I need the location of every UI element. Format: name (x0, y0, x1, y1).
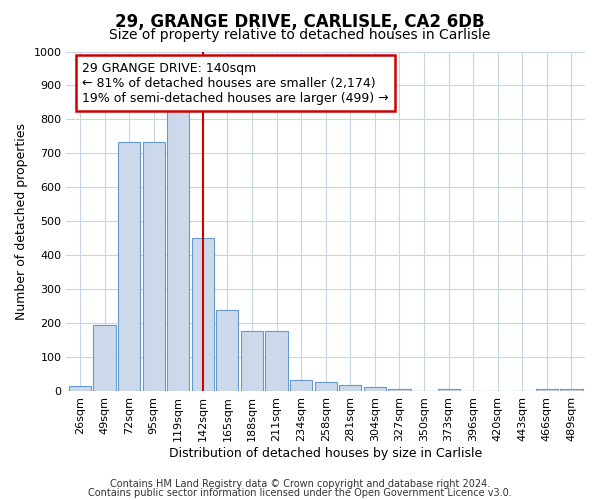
Bar (314, 382, 337, 392)
Text: 29, GRANGE DRIVE, CARLISLE, CA2 6DB: 29, GRANGE DRIVE, CARLISLE, CA2 6DB (115, 12, 485, 30)
Text: Contains public sector information licensed under the Open Government Licence v3: Contains public sector information licen… (88, 488, 512, 498)
Bar (217, 310, 238, 392)
Bar (437, 388, 460, 392)
Bar (241, 331, 263, 392)
Bar (364, 388, 386, 392)
Bar (94, 325, 116, 392)
Text: Size of property relative to detached houses in Carlisle: Size of property relative to detached ho… (109, 28, 491, 42)
Bar (69, 386, 91, 392)
Bar (536, 388, 558, 392)
Bar (339, 386, 361, 392)
Bar (560, 388, 583, 392)
Bar (192, 238, 214, 392)
Bar (118, 142, 140, 392)
Text: 29 GRANGE DRIVE: 140sqm
← 81% of detached houses are smaller (2,174)
19% of semi: 29 GRANGE DRIVE: 140sqm ← 81% of detache… (82, 62, 389, 104)
Y-axis label: Number of detached properties: Number of detached properties (15, 123, 28, 320)
Bar (143, 142, 165, 392)
Bar (265, 331, 287, 392)
Bar (388, 388, 410, 392)
Bar (167, 108, 190, 392)
Bar (290, 380, 312, 392)
Text: Contains HM Land Registry data © Crown copyright and database right 2024.: Contains HM Land Registry data © Crown c… (110, 479, 490, 489)
X-axis label: Distribution of detached houses by size in Carlisle: Distribution of detached houses by size … (169, 447, 482, 460)
